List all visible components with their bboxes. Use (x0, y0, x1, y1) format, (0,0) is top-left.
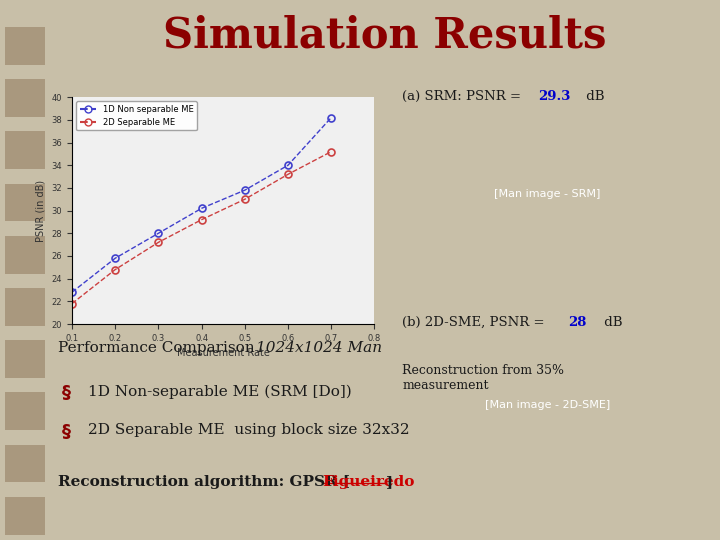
Text: Simulation Results: Simulation Results (163, 14, 607, 56)
Bar (5, 288, 45, 326)
Bar (5, 184, 45, 221)
Text: (a) SRM: PSNR =: (a) SRM: PSNR = (402, 90, 526, 103)
Y-axis label: PSNR (in dB): PSNR (in dB) (36, 179, 46, 242)
Bar (5, 131, 45, 169)
Text: 1D Non-separable ME (SRM [Do]): 1D Non-separable ME (SRM [Do]) (88, 384, 351, 399)
Text: [Man image - 2D-SME]: [Man image - 2D-SME] (485, 400, 610, 410)
Text: dB: dB (582, 90, 605, 103)
Bar (5, 393, 45, 430)
Text: 1024x1024 Man: 1024x1024 Man (256, 341, 382, 355)
Bar (5, 340, 45, 378)
Legend: 1D Non separable ME, 2D Separable ME: 1D Non separable ME, 2D Separable ME (76, 102, 197, 130)
Bar (5, 27, 45, 65)
Bar (5, 236, 45, 274)
Text: 29.3: 29.3 (539, 90, 571, 103)
Text: §: § (62, 384, 71, 402)
X-axis label: Measurement Rate: Measurement Rate (177, 348, 269, 358)
Text: (b) 2D-SME, PSNR =: (b) 2D-SME, PSNR = (402, 316, 549, 329)
Text: §: § (62, 423, 71, 441)
Bar (5, 79, 45, 117)
Bar (5, 444, 45, 482)
Text: dB: dB (600, 316, 623, 329)
Text: ]: ] (385, 475, 392, 489)
Text: Reconstruction algorithm: GPSR [: Reconstruction algorithm: GPSR [ (58, 475, 350, 489)
Text: Figueiredo: Figueiredo (322, 475, 414, 489)
Text: Reconstruction from 35%
measurement: Reconstruction from 35% measurement (402, 364, 564, 393)
Text: 2D Separable ME  using block size 32x32: 2D Separable ME using block size 32x32 (88, 423, 410, 437)
Text: Performance Comparison: Performance Comparison (58, 341, 259, 355)
Bar (5, 497, 45, 535)
Text: 28: 28 (568, 316, 586, 329)
Text: [Man image - SRM]: [Man image - SRM] (494, 190, 600, 199)
